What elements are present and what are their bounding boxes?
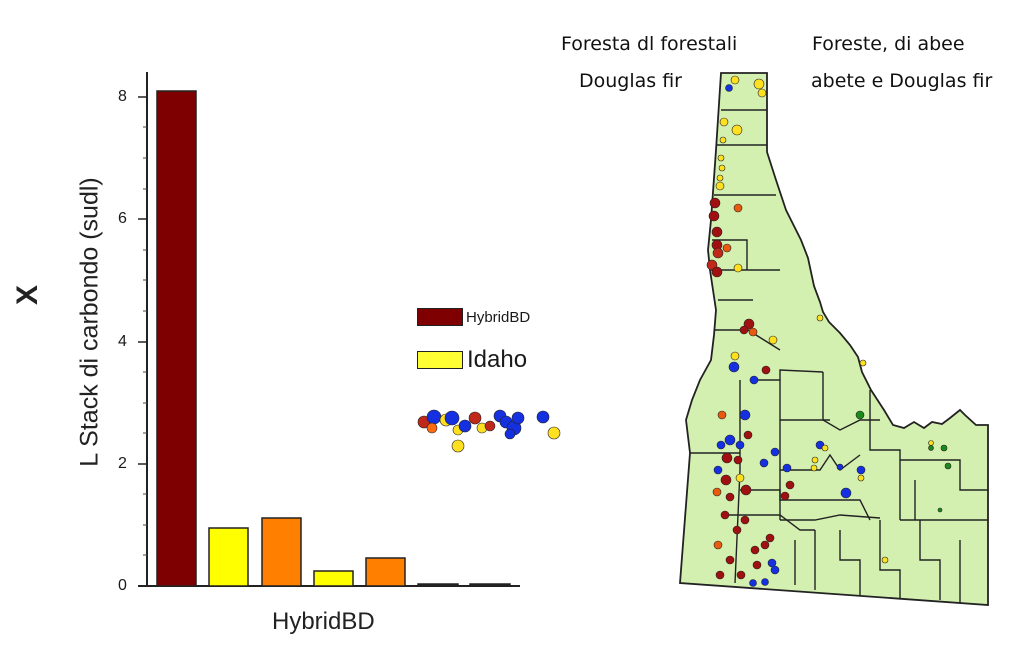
bar-6 <box>417 583 459 587</box>
y-minor-ticks <box>143 126 147 556</box>
y-tick-6: 6 <box>118 210 127 227</box>
bar-7 <box>469 583 511 587</box>
bar-chart: 8 6 4 2 0 L Stack di carbondo (sudl) X H… <box>11 72 561 635</box>
y-tick-2: 2 <box>118 455 127 472</box>
map-label-left-line2: Douglas fir <box>579 70 682 92</box>
idaho-state-outline <box>679 72 989 606</box>
y-tick-8: 8 <box>118 88 127 105</box>
legend-swatch-hybridbd <box>417 308 463 326</box>
y-tick-0: 0 <box>118 577 127 594</box>
x-axis-label: HybridBD <box>272 608 375 635</box>
legend-point-cluster <box>417 409 561 453</box>
legend-label-idaho: Idaho <box>467 346 528 373</box>
map-label-left-line1: Foresta dl forestali <box>561 33 738 55</box>
bar-4 <box>313 570 354 587</box>
bar-1 <box>156 90 197 587</box>
y-major-ticks <box>138 96 147 587</box>
map-label-right-line2: abete e Douglas fir <box>811 70 993 92</box>
county-boundaries <box>690 109 988 603</box>
y-axis-label: L Stack di carbondo (sudl) <box>75 177 104 467</box>
map-label-right-line1: Foreste, di abee <box>812 33 965 55</box>
axis-glyph: X <box>11 284 45 306</box>
y-tick-4: 4 <box>118 333 127 350</box>
plot-points <box>706 75 952 587</box>
bar-3 <box>261 517 302 587</box>
bars <box>156 90 511 587</box>
idaho-map <box>679 72 989 606</box>
legend-swatch-idaho <box>417 351 463 369</box>
bar-5 <box>365 557 406 587</box>
legend-label-hybridbd: HybridBD <box>466 309 531 326</box>
map-panel: Foresta dl forestali Douglas fir Foreste… <box>540 0 1024 647</box>
bar-2 <box>208 527 249 587</box>
bar-chart-svg <box>138 72 520 587</box>
